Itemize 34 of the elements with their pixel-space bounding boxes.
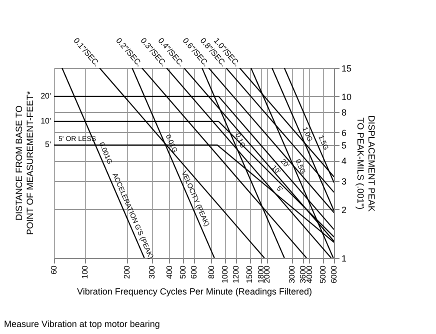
- y-tick-label: 8: [342, 108, 347, 118]
- x-tick-label: 1500: [245, 264, 254, 284]
- text: Measure Vibration at top motor bearing: [4, 319, 160, 329]
- x-tick-label: 4000: [304, 264, 314, 284]
- x-tick-label: 1000: [220, 264, 230, 284]
- x-tick-label: 3600: [298, 264, 308, 284]
- x-tick-label: 200: [122, 264, 132, 279]
- y-tick-label: 10: [342, 92, 352, 102]
- y-tick-label: 2: [342, 204, 347, 215]
- x-tick-label: 400: [164, 264, 174, 279]
- y-tick-label: 5: [342, 140, 347, 151]
- x-tick-label: 6000: [330, 264, 338, 284]
- y-tick-label: 1: [342, 254, 347, 264]
- y-axis-title: DISTANCE FROM BASE TO POINT OF MEASUREMENT-FEET*: [14, 90, 35, 235]
- y-tick-label: 4: [342, 156, 347, 166]
- series-label: 20': [40, 91, 52, 100]
- x-tick-label: 300: [147, 264, 156, 279]
- x-tick-label: 500: [178, 264, 188, 279]
- y-tick-label: 6: [342, 128, 347, 138]
- x-tick-label: 2000: [262, 264, 272, 284]
- x-tick-label: 600: [190, 264, 198, 279]
- x-tick-label: 100: [80, 264, 90, 279]
- x-axis-title: Vibration Frequency Cycles Per Minute (Readings Filtered): [77, 286, 312, 296]
- x-tick-label: 3000: [287, 264, 296, 284]
- y-tick-label: 15: [342, 64, 352, 74]
- x-tick-label: 800: [206, 264, 216, 279]
- series-label: 10': [40, 116, 52, 126]
- x-tick-label: 60: [50, 264, 58, 274]
- x-tick-label: 1800: [256, 264, 266, 284]
- x-tick-label: 5000: [318, 264, 328, 284]
- y2-axis-title: DISPLACEMENT PEAK TO PEAK-MILS (.001"): [356, 115, 377, 212]
- y-tick-label: 3: [342, 176, 347, 186]
- x-tick-label: 1200: [232, 264, 241, 284]
- series-label: 5': [45, 140, 52, 150]
